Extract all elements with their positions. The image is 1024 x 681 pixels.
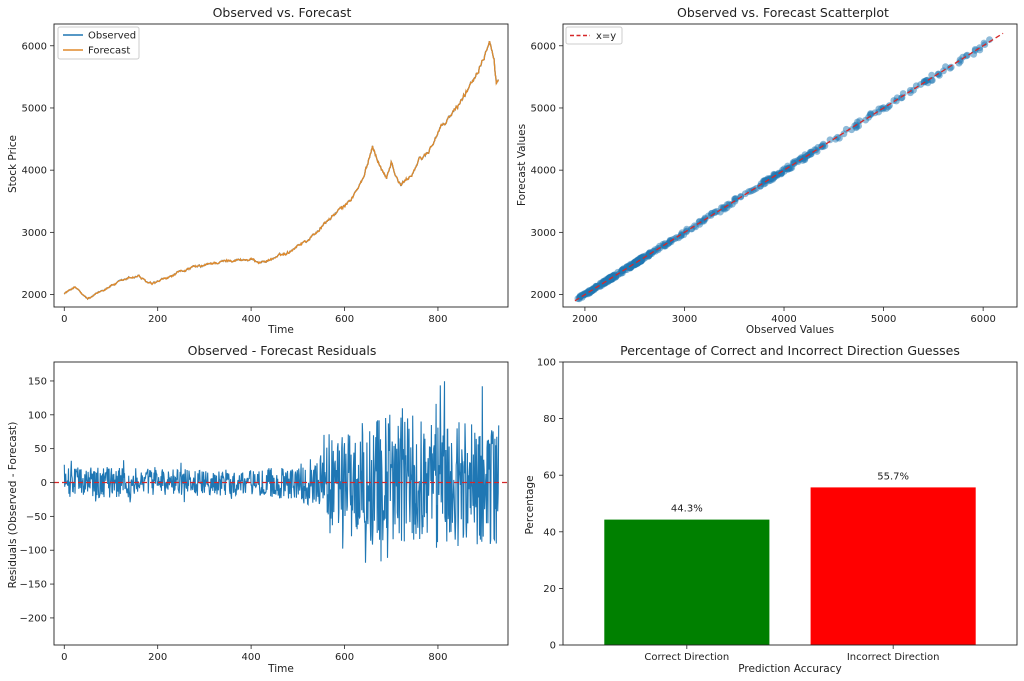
panel-3-ytick-label: 0 <box>41 478 47 489</box>
scatter-point <box>928 71 936 79</box>
observed-vs-forecast-panel: Observed vs. Forecast Time Stock Price 0… <box>7 5 509 336</box>
scatter-point <box>924 79 932 87</box>
panel-2-xlabel: Observed Values <box>746 324 834 336</box>
panel-4-ylabel: Percentage <box>524 475 536 534</box>
scatterplot-panel: Observed vs. Forecast Scatterplot Observ… <box>516 5 1018 336</box>
panel-1-legend: Observed Forecast <box>57 26 140 60</box>
bar-value-label: 55.7% <box>877 471 909 482</box>
forecast-series-line <box>63 40 499 301</box>
legend-xy-label: x=y <box>596 31 616 42</box>
panel-4-ytick-label: 20 <box>543 584 556 595</box>
scatter-point <box>947 63 955 71</box>
panel-3-ytick-label: 100 <box>28 410 47 421</box>
panel-1-ytick-label: 4000 <box>22 166 47 177</box>
legend-forecast-label: Forecast <box>88 46 130 57</box>
panel-3-ylabel: Residuals (Observed - Forecast) <box>7 422 19 589</box>
scatter-point <box>842 125 850 133</box>
panel-4-ticks: Correct Direction Incorrect Direction 0 20 4… <box>537 358 940 664</box>
panel-2-marks <box>574 32 1004 303</box>
panel-4-ytick-label: 80 <box>543 414 556 425</box>
panel-3-ytick-label: −50 <box>26 512 47 523</box>
scatter-point <box>732 195 739 202</box>
panel-1-xtick-label: 600 <box>335 314 354 325</box>
panel-2-legend: x=y <box>565 26 623 45</box>
panel-3-marks <box>54 381 508 563</box>
panel-2-ylabel: Forecast Values <box>516 124 528 206</box>
panel-3-ytick-label: −100 <box>20 546 47 557</box>
panel-2-legend-box <box>565 26 623 45</box>
panel-1-marks <box>63 40 499 301</box>
panel-2-xtick-label: 3000 <box>672 314 697 325</box>
observed-series-line <box>63 41 499 301</box>
panel-1-ticks: 0 200 400 600 800 2000 3000 4000 5000 6000 <box>22 41 448 325</box>
panel-4-xlabel: Prediction Accuracy <box>738 663 841 675</box>
bar-correct-direction <box>604 519 770 645</box>
panel-2-ticks: 2000 3000 4000 5000 6000 2000 3000 4000 5000 6000 <box>531 41 996 325</box>
panel-3-ytick-label: −200 <box>20 613 47 624</box>
panel-2-ytick-label: 6000 <box>531 41 556 52</box>
panel-3-xlabel: Time <box>267 663 294 675</box>
panel-3-xtick-label: 200 <box>148 652 167 663</box>
panel-2-ytick-label: 4000 <box>531 166 556 177</box>
panel-3-ticks: 0 200 400 600 800 −200 −150 −100 −50 0 50 100 150 <box>20 376 448 663</box>
direction-accuracy-panel: Percentage of Correct and Incorrect Dire… <box>524 343 1018 675</box>
panel-1-ytick-label: 2000 <box>22 290 47 301</box>
panel-3-ytick-label: −150 <box>20 580 47 591</box>
panel-2-title: Observed vs. Forecast Scatterplot <box>677 5 889 20</box>
panel-3-xtick-label: 600 <box>335 652 354 663</box>
panel-1-xtick-label: 200 <box>148 314 167 325</box>
panel-1-ylabel: Stock Price <box>7 135 19 193</box>
scatter-point <box>826 136 834 144</box>
legend-observed-label: Observed <box>88 31 136 42</box>
panel-4-ytick-label: 60 <box>543 471 556 482</box>
panel-1-xtick-label: 400 <box>242 314 261 325</box>
panel-2-ytick-label: 5000 <box>531 103 556 114</box>
panel-2-axes-frame <box>562 23 1018 308</box>
panel-1-axes-frame <box>53 23 509 308</box>
scatter-point <box>959 53 967 61</box>
panel-1-xtick-label: 800 <box>428 314 447 325</box>
panel-1-ytick-label: 5000 <box>22 103 47 114</box>
panel-1-title: Observed vs. Forecast <box>213 5 352 20</box>
panel-3-xtick-label: 400 <box>242 652 261 663</box>
panel-2-ytick-label: 3000 <box>531 228 556 239</box>
panel-4-ytick-label: 0 <box>550 641 556 652</box>
panel-4-ytick-label: 40 <box>543 527 556 538</box>
residuals-panel: Observed - Forecast Residuals Time Resid… <box>7 343 509 675</box>
panel-3-ytick-label: 150 <box>28 376 47 387</box>
scatter-point <box>971 46 979 53</box>
bar-value-label: 44.3% <box>671 504 703 515</box>
panel-4-axes-frame <box>562 361 1018 646</box>
panel-2-xtick-label: 5000 <box>871 314 896 325</box>
panel-2-ytick-label: 2000 <box>531 290 556 301</box>
panel-2-xtick-label: 2000 <box>572 314 597 325</box>
panel-3-ytick-label: 50 <box>34 444 47 455</box>
panel-3-xtick-label: 0 <box>61 652 67 663</box>
panel-1-xtick-label: 0 <box>61 314 67 325</box>
panel-1-ytick-label: 3000 <box>22 228 47 239</box>
scatter-point <box>836 134 843 142</box>
panel-1-xlabel: Time <box>267 324 294 336</box>
panel-1-ytick-label: 6000 <box>22 41 47 52</box>
bar-incorrect-direction <box>810 487 976 645</box>
panel-3-xtick-label: 800 <box>428 652 447 663</box>
panel-2-xtick-label: 4000 <box>771 314 796 325</box>
panel-2-xtick-label: 6000 <box>970 314 995 325</box>
x-equals-y-line <box>574 32 1004 302</box>
panel-3-axes-frame <box>53 361 509 646</box>
residuals-series-line <box>63 381 500 563</box>
scatter-point <box>879 105 887 113</box>
panel-3-title: Observed - Forecast Residuals <box>188 343 377 358</box>
panel-4-title: Percentage of Correct and Incorrect Dire… <box>620 343 960 358</box>
panel-4-ytick-label: 100 <box>537 358 556 369</box>
panel-4-xtick-label: Correct Direction <box>644 652 729 663</box>
panel-4-xtick-label: Incorrect Direction <box>847 652 940 663</box>
panel-4-marks: 44.3% 55.7% <box>604 471 976 645</box>
